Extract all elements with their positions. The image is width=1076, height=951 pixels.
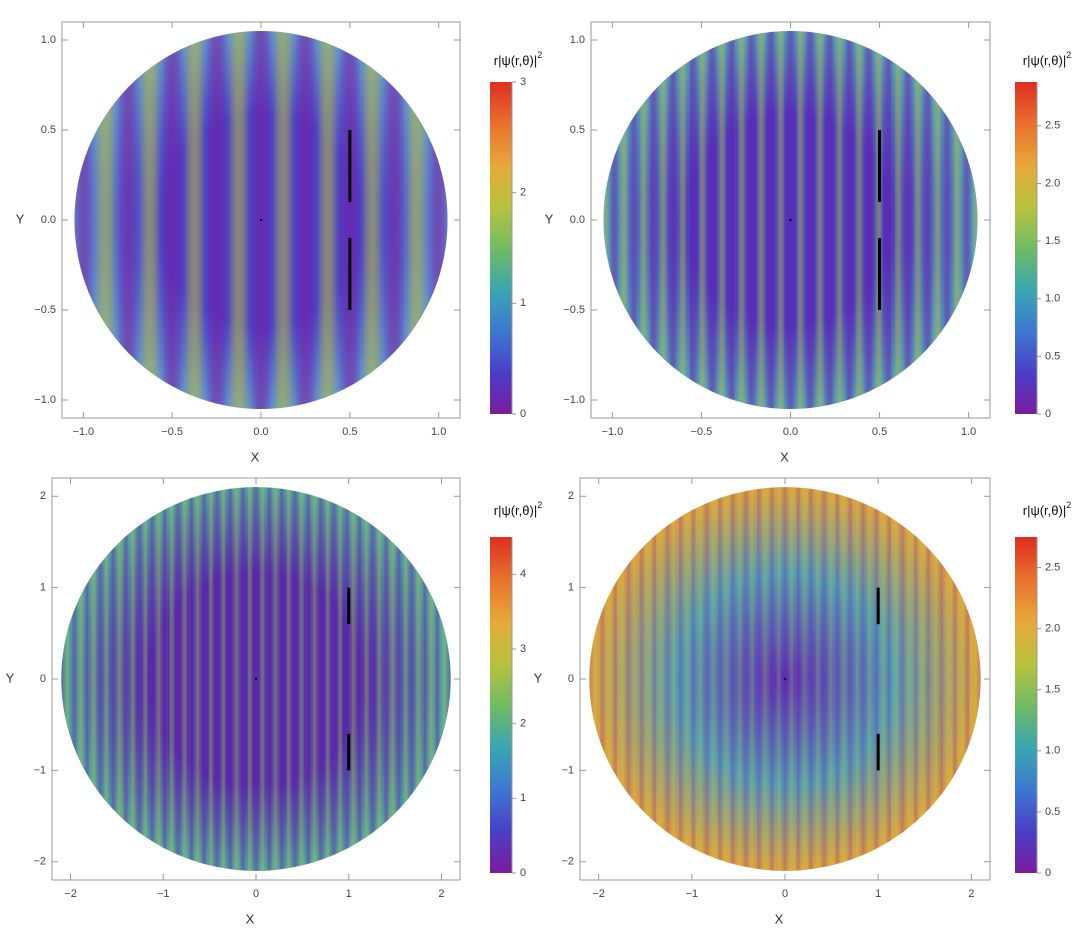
- density-plot: −2 −1 0 1 2 −2 −1 0 1 2 X Y 0 0.5 1.0 1.5 2.0 2.5 r|ψ(r,θ)…: [534, 477, 1071, 926]
- colorbar-title-sup: 2: [1066, 50, 1071, 60]
- x-tick-label: −2: [592, 888, 605, 900]
- x-tick-label: −1.0: [72, 426, 94, 438]
- y-tick-label: 2: [568, 490, 574, 502]
- x-tick-label: −1.0: [602, 426, 624, 438]
- x-tick-label: 0.5: [342, 426, 357, 438]
- y-tick-label: 1: [40, 582, 46, 594]
- x-tick-label: 1.0: [961, 426, 976, 438]
- colorbar-tick-label: 1.0: [1045, 293, 1060, 305]
- y-tick-label: 1.0: [570, 34, 585, 46]
- origin: [783, 677, 787, 681]
- colorbar-tick-label: 0.5: [1045, 350, 1060, 362]
- origin: [254, 677, 258, 681]
- x-axis-label: X: [251, 449, 260, 464]
- y-tick-label: 0.0: [41, 214, 56, 226]
- colorbar-title-sup: 2: [537, 500, 542, 510]
- origin: [259, 218, 263, 222]
- x-tick-label: −2: [64, 888, 77, 900]
- colorbar-tick-label: 0: [520, 867, 526, 879]
- density-plot: −1.0 −0.5 0.0 0.5 1.0 −1.0 −0.5 0.0 0.5 1.0 X Y 0 1 2 3…: [16, 21, 542, 464]
- colorbar-tick-label: 2.0: [1045, 177, 1060, 189]
- colorbar: [1015, 82, 1037, 414]
- colorbar-title-sup: 2: [537, 50, 542, 60]
- y-tick-label: 0: [40, 673, 46, 685]
- x-axis-label: X: [780, 449, 789, 464]
- colorbar-title-main: r|ψ(r,θ)|: [494, 503, 537, 518]
- colorbar-tick-label: 2.5: [1045, 120, 1060, 132]
- colorbar-tick-label: 0.5: [1045, 806, 1060, 818]
- colorbar-tick-label: 0: [1045, 867, 1051, 879]
- y-tick-label: −1: [33, 764, 46, 776]
- x-tick-label: 1: [346, 888, 352, 900]
- y-tick-label: −1.0: [563, 394, 585, 406]
- colorbar-title: r|ψ(r,θ)|2: [1023, 50, 1071, 68]
- x-tick-label: −0.5: [161, 426, 183, 438]
- x-tick-label: −1: [157, 888, 170, 900]
- colorbar-tick-label: 1.5: [1045, 684, 1060, 696]
- y-tick-label: 0.5: [41, 124, 56, 136]
- colorbar-tick-label: 1.5: [1045, 235, 1060, 247]
- x-tick-label: 1: [875, 888, 881, 900]
- y-tick-label: 0.0: [570, 214, 585, 226]
- x-tick-label: 1.0: [431, 426, 446, 438]
- colorbar-tick-label: 4: [520, 568, 526, 580]
- colorbar-tick-label: 1: [520, 792, 526, 804]
- colorbar-title: r|ψ(r,θ)|2: [1023, 500, 1071, 518]
- density-plot: −1.0 −0.5 0.0 0.5 1.0 −1.0 −0.5 0.0 0.5 1.0 X Y 0 0.5…: [545, 21, 1071, 464]
- colorbar-tick-label: 2.0: [1045, 623, 1060, 635]
- colorbar-tick-label: 2: [520, 718, 526, 730]
- colorbar-title-main: r|ψ(r,θ)|: [1023, 503, 1066, 518]
- colorbar-tick-label: 2: [520, 187, 526, 199]
- x-tick-label: 0.0: [783, 426, 798, 438]
- y-tick-label: −1.0: [34, 394, 56, 406]
- colorbar: [490, 82, 512, 414]
- y-tick-label: 1.0: [41, 34, 56, 46]
- colorbar-tick-label: 3: [520, 76, 526, 88]
- x-tick-label: −0.5: [691, 426, 713, 438]
- x-tick-label: 0: [253, 888, 259, 900]
- colorbar-tick-label: 3: [520, 643, 526, 655]
- colorbar: [490, 537, 512, 873]
- y-tick-label: 2: [40, 490, 46, 502]
- colorbar-title: r|ψ(r,θ)|2: [494, 50, 542, 68]
- origin: [789, 218, 792, 222]
- colorbar-tick-label: 1.0: [1045, 745, 1060, 757]
- y-tick-label: 1: [568, 582, 574, 594]
- y-axis-label: Y: [16, 211, 25, 226]
- colorbar: [1015, 537, 1037, 873]
- x-tick-label: 0: [782, 888, 788, 900]
- colorbar-tick-label: 1: [520, 297, 526, 309]
- colorbar-title-sup: 2: [1066, 500, 1071, 510]
- x-tick-label: 0.0: [253, 426, 268, 438]
- y-tick-label: 0: [568, 673, 574, 685]
- colorbar-title: r|ψ(r,θ)|2: [494, 500, 542, 518]
- y-tick-label: −0.5: [563, 304, 585, 316]
- y-axis-label: Y: [534, 670, 543, 685]
- x-tick-label: 2: [438, 888, 444, 900]
- colorbar-tick-label: 2.5: [1045, 561, 1060, 573]
- y-axis-label: Y: [6, 670, 15, 685]
- x-axis-label: X: [775, 911, 784, 926]
- colorbar-title-main: r|ψ(r,θ)|: [1023, 53, 1066, 68]
- y-tick-label: −0.5: [34, 304, 56, 316]
- x-axis-label: X: [246, 911, 255, 926]
- y-tick-label: −2: [561, 856, 574, 868]
- colorbar-tick-label: 0: [1045, 408, 1051, 420]
- y-tick-label: 0.5: [570, 124, 585, 136]
- y-tick-label: −1: [561, 764, 574, 776]
- colorbar-title-main: r|ψ(r,θ)|: [494, 53, 537, 68]
- colorbar-tick-label: 0: [520, 408, 526, 420]
- x-tick-label: 0.5: [872, 426, 887, 438]
- x-tick-label: 2: [968, 888, 974, 900]
- x-tick-label: −1: [686, 888, 699, 900]
- y-axis-label: Y: [545, 211, 554, 226]
- y-tick-label: −2: [33, 856, 46, 868]
